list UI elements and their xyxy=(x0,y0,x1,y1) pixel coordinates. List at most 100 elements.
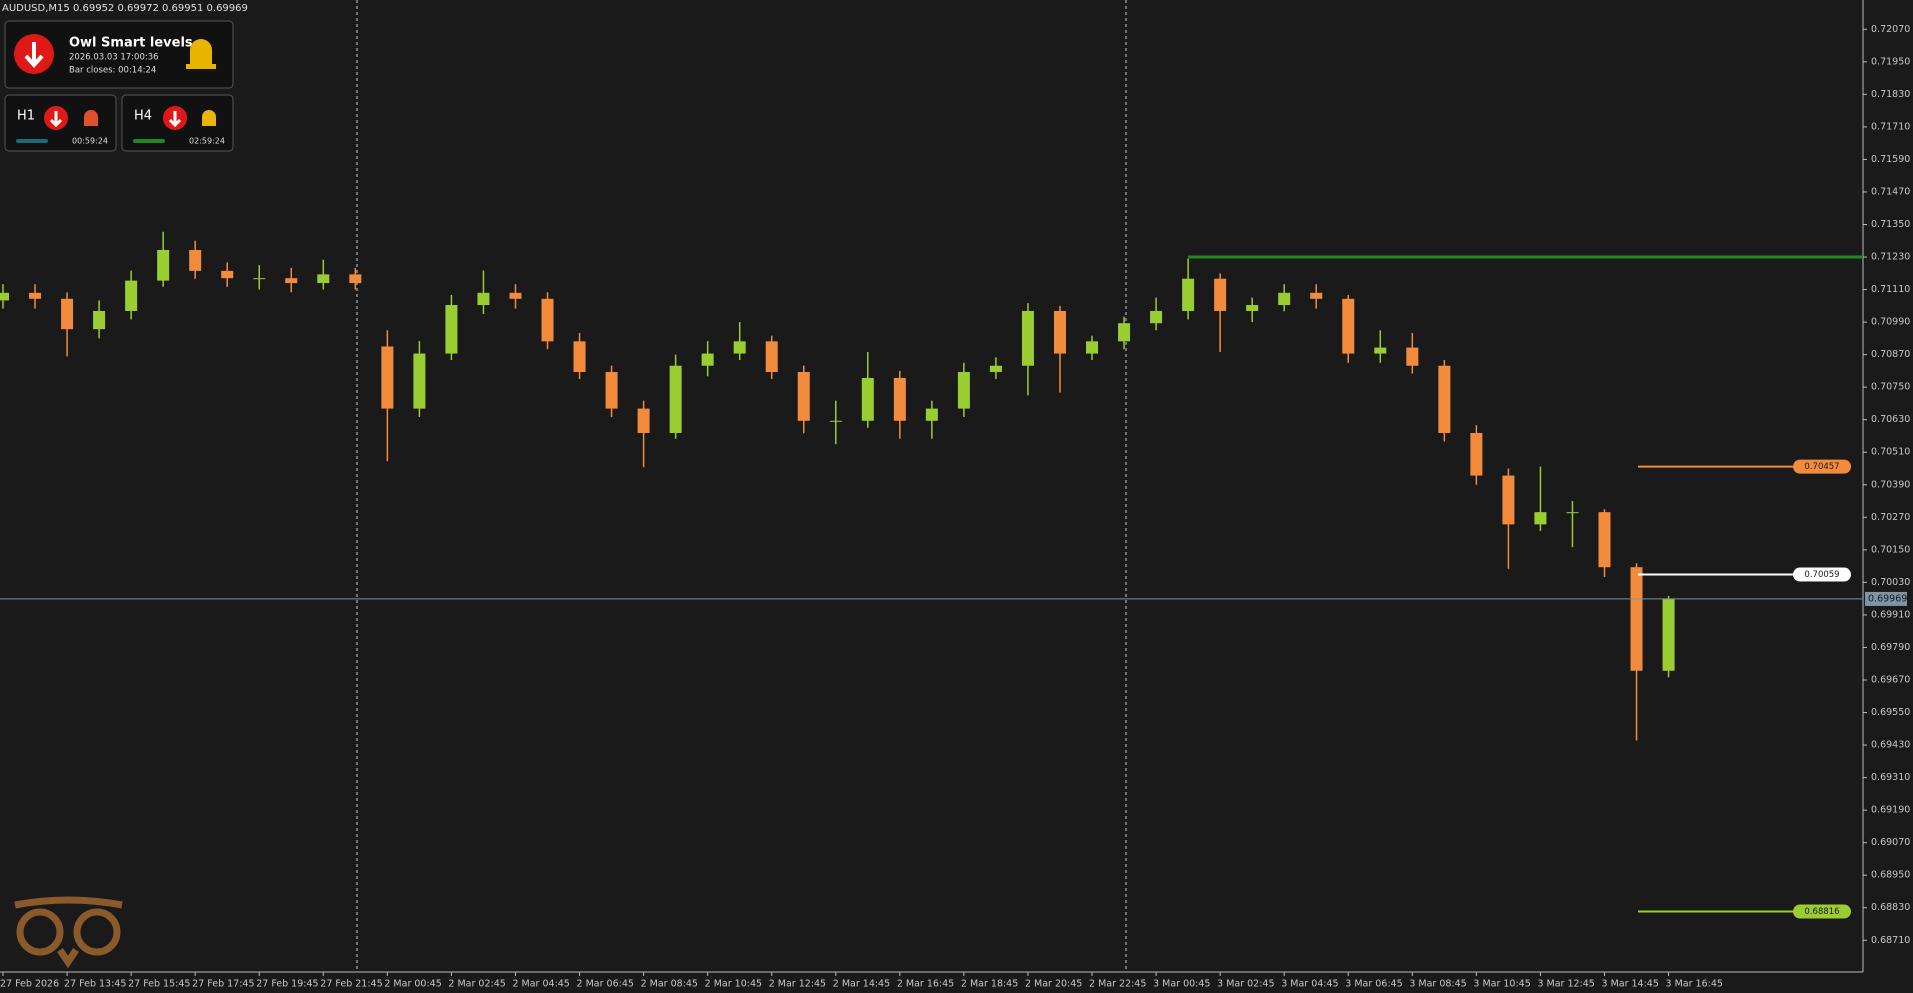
y-tick-label: 0.70270 xyxy=(1871,512,1910,523)
candle-body xyxy=(1118,323,1131,342)
alarm-icon xyxy=(186,39,216,69)
x-tick-label: 3 Mar 14:45 xyxy=(1602,979,1659,990)
x-tick-label: 3 Mar 12:45 xyxy=(1537,979,1594,990)
y-tick-label: 0.68950 xyxy=(1871,870,1910,881)
candle-body xyxy=(61,298,74,330)
candle-body xyxy=(1662,598,1675,671)
y-tick-label: 0.69790 xyxy=(1871,642,1910,653)
y-tick-label: 0.71710 xyxy=(1871,121,1910,132)
candle-body xyxy=(701,353,714,366)
progress-bar xyxy=(133,139,165,143)
candle-body xyxy=(989,365,1002,372)
y-tick-label: 0.70750 xyxy=(1871,382,1910,393)
h1-timer: 00:59:24 xyxy=(72,137,108,146)
candle-body xyxy=(93,310,106,330)
y-tick-label: 0.70150 xyxy=(1871,544,1910,555)
arrow xyxy=(24,42,44,69)
x-tick-label: 3 Mar 02:45 xyxy=(1217,979,1274,990)
symbol-header: AUDUSD,M15 0.69952 0.69972 0.69951 0.699… xyxy=(2,3,248,14)
y-tick-label: 0.69910 xyxy=(1871,609,1910,620)
level-label: 0.68816 xyxy=(1804,907,1839,917)
x-tick-label: 27 Feb 17:45 xyxy=(192,979,254,990)
x-tick-label: 2 Mar 00:45 xyxy=(384,979,441,990)
candle-body xyxy=(1598,512,1611,568)
candle-body xyxy=(861,377,874,421)
candle-body xyxy=(285,278,298,284)
candle-body xyxy=(1534,512,1547,525)
x-tick-label: 27 Feb 2026 xyxy=(0,979,59,990)
y-tick-label: 0.69310 xyxy=(1871,772,1910,783)
x-tick-label: 2 Mar 18:45 xyxy=(961,979,1018,990)
y-tick-label: 0.71470 xyxy=(1871,186,1910,197)
candle-body xyxy=(1630,567,1643,671)
x-tick-label: 2 Mar 20:45 xyxy=(1025,979,1082,990)
alarm-icon xyxy=(202,110,216,126)
candle-body xyxy=(349,274,362,284)
candle-body xyxy=(1438,365,1451,433)
candle-body xyxy=(957,371,970,409)
y-tick-label: 0.69670 xyxy=(1871,674,1910,685)
candle-body xyxy=(29,292,42,299)
candle-body xyxy=(477,292,490,306)
widget-panel xyxy=(4,20,234,89)
candle-body xyxy=(317,274,330,284)
candle-body xyxy=(381,346,394,409)
candle-body xyxy=(189,249,202,271)
y-tick-label: 0.71230 xyxy=(1871,252,1910,263)
candle-body xyxy=(1406,347,1419,366)
level-label: 0.70059 xyxy=(1804,570,1839,580)
x-tick-label: 2 Mar 12:45 xyxy=(769,979,826,990)
y-tick-label: 0.68830 xyxy=(1871,902,1910,913)
candle-body xyxy=(1214,278,1227,311)
candle-body xyxy=(829,420,842,422)
candle-body xyxy=(541,298,554,342)
y-tick-label: 0.70510 xyxy=(1871,447,1910,458)
level-box xyxy=(1793,567,1851,582)
y-tick-label: 0.71950 xyxy=(1871,56,1910,67)
y-tick-label: 0.72070 xyxy=(1871,24,1910,35)
x-tick-label: 2 Mar 04:45 xyxy=(512,979,569,990)
candle-body xyxy=(253,278,266,280)
x-tick-label: 2 Mar 10:45 xyxy=(705,979,762,990)
candle-body xyxy=(0,292,9,301)
candle-body xyxy=(445,305,458,354)
candle-body xyxy=(1246,305,1259,311)
candle-body xyxy=(669,365,682,433)
y-tick-label: 0.71350 xyxy=(1871,219,1910,230)
x-tick-label: 2 Mar 14:45 xyxy=(833,979,890,990)
arrow xyxy=(168,111,182,128)
candle-body xyxy=(797,371,810,421)
logo-eye xyxy=(16,908,64,956)
candle-body xyxy=(509,292,522,299)
candle-body xyxy=(765,341,778,372)
level-box xyxy=(1793,904,1851,919)
y-tick-label: 0.70390 xyxy=(1871,479,1910,490)
x-tick-label: 3 Mar 16:45 xyxy=(1666,979,1723,990)
x-tick-label: 27 Feb 21:45 xyxy=(320,979,382,990)
candle-body xyxy=(1053,310,1066,354)
x-tick-label: 2 Mar 08:45 xyxy=(641,979,698,990)
candle-body xyxy=(1021,310,1034,366)
candle-body xyxy=(893,377,906,421)
logo-brow xyxy=(14,896,123,969)
widget-time: 2026.03.03 17:00:36 xyxy=(69,53,159,63)
owl-logo xyxy=(14,896,123,969)
x-tick-label: 3 Mar 06:45 xyxy=(1345,979,1402,990)
candle-body xyxy=(1342,298,1355,354)
price-label-box xyxy=(1865,591,1907,606)
x-tick-label: 27 Feb 19:45 xyxy=(256,979,318,990)
x-tick-label: 27 Feb 13:45 xyxy=(64,979,126,990)
h1-label: H1 xyxy=(17,109,35,124)
y-tick-label: 0.68710 xyxy=(1871,935,1910,946)
candle-body xyxy=(1310,292,1323,299)
level-box xyxy=(1793,459,1851,474)
candle-body xyxy=(733,341,746,354)
y-tick-label: 0.70030 xyxy=(1871,577,1910,588)
candle-body xyxy=(1086,341,1099,354)
candle-body xyxy=(1150,310,1163,324)
h4-label: H4 xyxy=(134,109,152,124)
candle-body xyxy=(1182,278,1195,311)
x-tick-label: 2 Mar 06:45 xyxy=(577,979,634,990)
